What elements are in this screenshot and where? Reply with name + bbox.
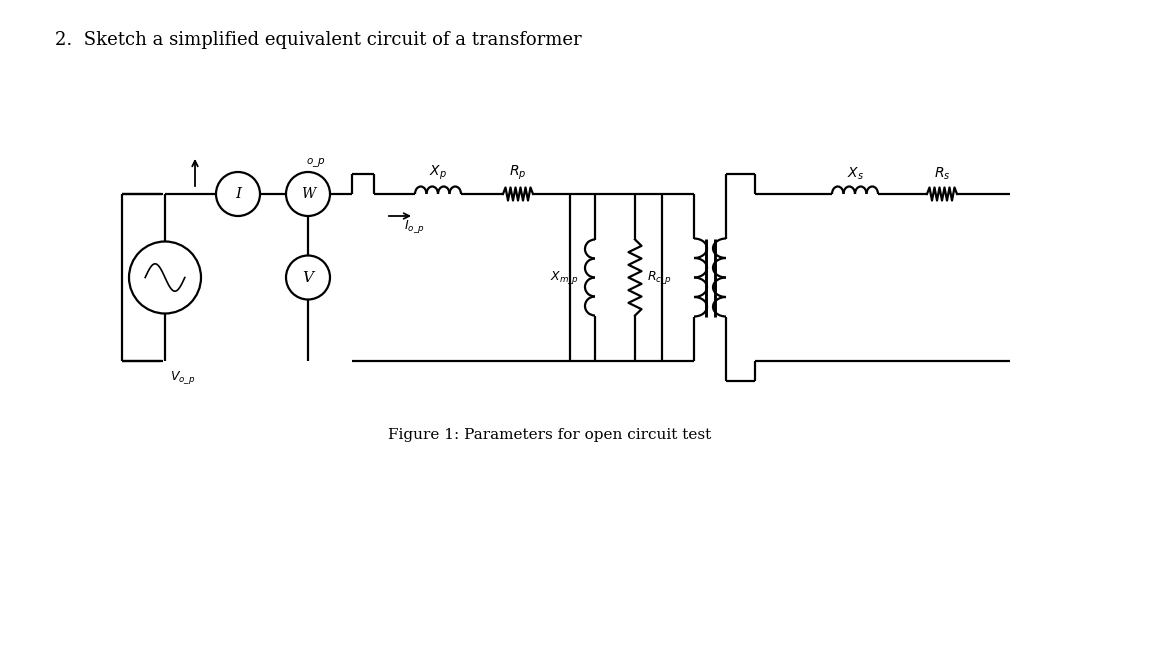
Text: W: W bbox=[301, 187, 315, 201]
Text: $V_{o\_p}$: $V_{o\_p}$ bbox=[170, 369, 195, 386]
Text: $R_{c\_p}$: $R_{c\_p}$ bbox=[647, 269, 672, 286]
Text: $X_p$: $X_p$ bbox=[429, 164, 447, 182]
Text: $R_s$: $R_s$ bbox=[934, 165, 950, 182]
Text: Figure 1: Parameters for open circuit test: Figure 1: Parameters for open circuit te… bbox=[388, 428, 711, 442]
Text: 2.  Sketch a simplified equivalent circuit of a transformer: 2. Sketch a simplified equivalent circui… bbox=[55, 31, 581, 49]
Text: V: V bbox=[303, 270, 314, 285]
Text: $R_p$: $R_p$ bbox=[509, 164, 526, 182]
Text: $X_{m\_p}$: $X_{m\_p}$ bbox=[550, 269, 579, 286]
Text: $I_{o\_p}$: $I_{o\_p}$ bbox=[404, 218, 425, 235]
Text: $X_s$: $X_s$ bbox=[847, 165, 863, 182]
Text: I: I bbox=[235, 187, 241, 201]
Text: $o\_p$: $o\_p$ bbox=[307, 156, 325, 169]
